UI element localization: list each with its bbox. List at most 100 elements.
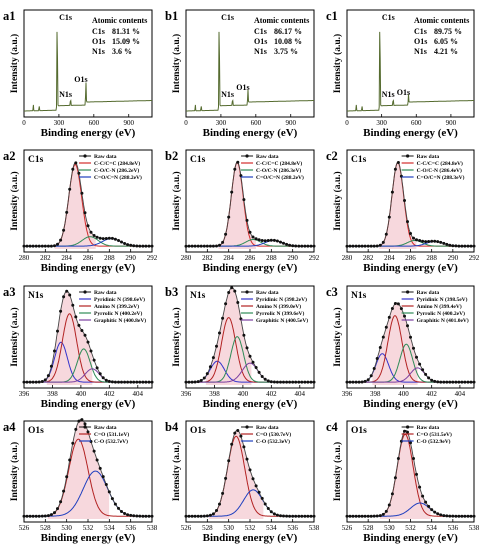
x-tick-label-a2: 282 xyxy=(40,254,51,262)
legend-label-b3-2: Pyrrolic N (399.6eV) xyxy=(256,310,304,317)
raw-data-point-b4 xyxy=(306,514,310,518)
raw-data-point-c4 xyxy=(403,429,406,433)
raw-data-point-c4 xyxy=(406,430,409,434)
raw-data-point-b4 xyxy=(208,513,212,517)
region-label-c3: N1s xyxy=(351,291,367,301)
raw-data-point-c3 xyxy=(387,315,391,319)
raw-data-point-b4 xyxy=(205,514,209,518)
region-label-a3: N1s xyxy=(28,291,44,301)
y-axis-label-c4: Intensity (a.u.) xyxy=(332,442,343,501)
raw-data-point-b2 xyxy=(263,239,267,243)
y-axis-label-b3: Intensity (a.u.) xyxy=(171,307,182,366)
raw-data-point-c3 xyxy=(348,380,352,384)
x-tick-label-b2: 290 xyxy=(287,254,298,262)
x-tick-label-a1: 300 xyxy=(54,119,65,127)
raw-data-point-a3 xyxy=(83,333,87,337)
legend-label-b4-1: C-O (532.3eV) xyxy=(256,438,290,445)
raw-data-point-c3 xyxy=(363,379,367,383)
raw-data-point-a4 xyxy=(126,513,130,517)
raw-data-point-a3 xyxy=(135,380,139,384)
x-axis-label-b4: Binding energy (eV) xyxy=(203,532,298,544)
x-tick-label-c4: 534 xyxy=(426,524,437,532)
x-tick-label-b3: 398 xyxy=(209,390,220,398)
raw-data-point-b4 xyxy=(263,502,267,506)
x-axis-label-b1: Binding energy (eV) xyxy=(203,127,298,139)
raw-data-point-c4 xyxy=(366,514,370,518)
raw-data-point-c4 xyxy=(445,514,449,518)
raw-data-point-b3 xyxy=(199,379,203,382)
raw-data-point-a2 xyxy=(65,210,69,214)
x-tick-label-b4: 536 xyxy=(287,524,298,532)
raw-data-point-b4 xyxy=(221,491,225,495)
raw-data-point-a2 xyxy=(98,236,102,240)
raw-data-point-a4 xyxy=(37,514,41,518)
raw-data-point-b3 xyxy=(306,380,310,384)
raw-data-point-c2 xyxy=(354,244,358,248)
raw-data-point-a2 xyxy=(22,244,26,248)
raw-data-point-a3 xyxy=(126,380,130,384)
raw-data-point-b4 xyxy=(257,490,261,494)
raw-data-point-c2 xyxy=(460,244,464,248)
raw-data-point-c3 xyxy=(424,372,428,376)
x-tick-label-a1: 0 xyxy=(22,119,26,127)
raw-data-point-c4 xyxy=(427,504,431,508)
legend-label-a2-1: C-O/C-N (286.2eV) xyxy=(94,167,139,174)
legend-label-a2-2: C=O/C=N (288.2eV) xyxy=(94,174,142,181)
y-axis-label-b2: Intensity (a.u.) xyxy=(171,171,182,230)
x-tick-label-a3: 396 xyxy=(19,390,30,398)
raw-data-point-b2 xyxy=(266,239,270,242)
raw-data-point-c4 xyxy=(393,476,397,480)
legend-label-c3-1: Amino N (399.4eV) xyxy=(417,303,462,310)
atomic-contents-title-b1: Atomic contents xyxy=(254,16,309,25)
raw-data-point-a4 xyxy=(25,514,29,518)
x-axis-label-a4: Binding energy (eV) xyxy=(41,532,136,544)
legend-marker-raw-c3 xyxy=(406,290,410,294)
raw-data-point-a4 xyxy=(59,500,63,504)
x-tick-label-a1: 600 xyxy=(89,119,100,127)
raw-data-point-a4 xyxy=(28,514,32,518)
legend-label-a3-1: Amino N (399.2eV) xyxy=(94,303,139,310)
raw-data-point-a2 xyxy=(53,244,56,248)
raw-data-point-b3 xyxy=(208,365,212,369)
raw-data-point-a4 xyxy=(65,475,69,479)
raw-data-point-c4 xyxy=(415,472,418,476)
legend-marker-raw-a3 xyxy=(83,290,87,294)
panel-label-b4: b4 xyxy=(165,420,179,434)
raw-data-point-c2 xyxy=(378,243,382,247)
raw-data-point-c3 xyxy=(421,368,425,372)
raw-data-point-b4 xyxy=(269,510,273,514)
x-axis-label-c3: Binding energy (eV) xyxy=(363,398,458,410)
raw-data-point-a2 xyxy=(120,240,123,244)
raw-data-point-b3 xyxy=(312,380,316,384)
raw-data-point-c2 xyxy=(430,239,434,243)
raw-data-point-a2 xyxy=(37,244,41,248)
legend-label-a3-0: Pyridinic N (398.6eV) xyxy=(94,296,145,303)
raw-data-point-b2 xyxy=(184,244,188,248)
raw-data-point-b4 xyxy=(184,514,188,518)
legend-label-b2-0: C-C/C=C (284.8eV) xyxy=(256,160,302,167)
panel-a2: 280 282 284 286 288 290 292 Binding energy (eV)… xyxy=(3,149,158,274)
raw-data-point-b2 xyxy=(275,239,279,243)
raw-data-point-b2 xyxy=(208,244,212,248)
raw-data-point-b3 xyxy=(263,377,267,381)
raw-data-point-b3 xyxy=(218,331,221,335)
raw-data-point-a2 xyxy=(123,242,127,245)
raw-data-point-c3 xyxy=(403,314,406,318)
element-label-a1: C1s xyxy=(92,27,105,36)
raw-data-point-c2 xyxy=(421,239,425,243)
raw-data-point-b4 xyxy=(230,442,234,446)
raw-data-point-c3 xyxy=(469,380,473,384)
panel-label-b2: b2 xyxy=(165,149,178,163)
y-axis-label-a4: Intensity (a.u.) xyxy=(9,442,20,501)
peak-label-a1: C1s xyxy=(59,13,72,22)
legend-label-b3-3: Graphitic N (400.5eV) xyxy=(256,317,308,324)
raw-data-point-a2 xyxy=(49,244,53,248)
raw-data-point-c2 xyxy=(345,244,349,248)
peak-label-c1: C1s xyxy=(382,13,395,22)
x-axis-label-a3: Binding energy (eV) xyxy=(41,398,136,410)
raw-data-point-c4 xyxy=(409,441,412,445)
raw-data-point-a4 xyxy=(56,507,59,511)
raw-data-point-a3 xyxy=(56,329,59,333)
x-tick-label-a2: 292 xyxy=(147,254,158,262)
